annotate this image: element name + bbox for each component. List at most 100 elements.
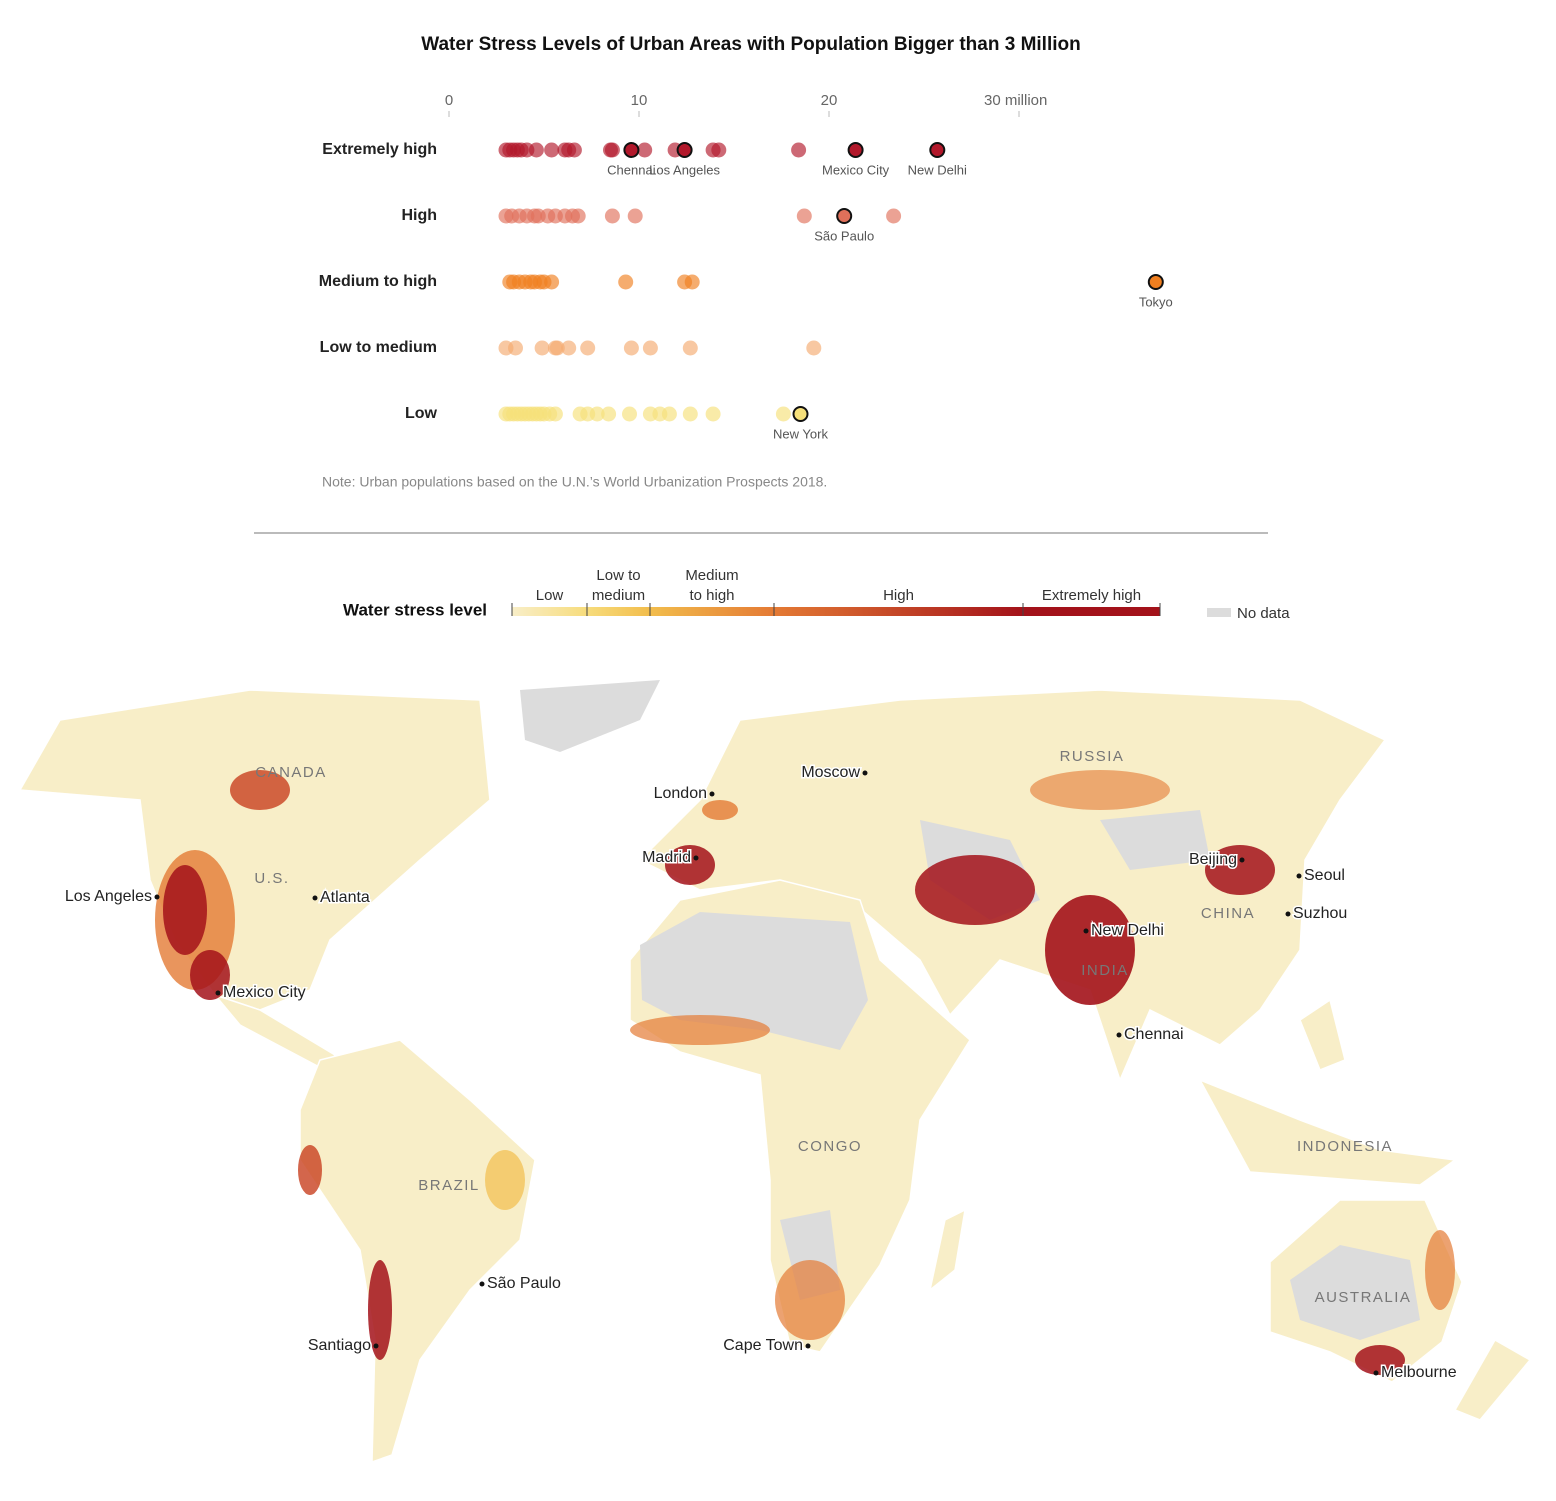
highlight-dot bbox=[792, 406, 809, 422]
city-marker bbox=[1373, 1370, 1379, 1376]
city-dot bbox=[682, 340, 698, 356]
greenland bbox=[520, 680, 660, 752]
legend-label-box: High bbox=[883, 587, 914, 604]
hotspot bbox=[1355, 1345, 1405, 1375]
hotspot bbox=[915, 855, 1035, 925]
city-label: Los Angeles bbox=[649, 162, 720, 177]
city-marker bbox=[373, 1343, 379, 1349]
city-marker bbox=[1285, 911, 1291, 917]
city-label: London bbox=[654, 785, 707, 802]
philippines bbox=[1299, 998, 1346, 1071]
country-label: AUSTRALIA bbox=[1315, 1289, 1412, 1306]
legend-swatch bbox=[650, 607, 774, 616]
legend-label-box: Extremely high bbox=[1041, 587, 1142, 604]
city-label: Tokyo bbox=[1139, 294, 1173, 309]
city-label: New York bbox=[773, 426, 828, 441]
strip-plot: 0 10 20 30 million Extremely high ChennaiLos … bbox=[319, 92, 1173, 441]
city-dot bbox=[604, 208, 620, 224]
category-label: Medium to high bbox=[319, 273, 437, 290]
city-dot bbox=[566, 142, 582, 158]
country-label: CHINA bbox=[1201, 905, 1255, 922]
country-label: BRAZIL bbox=[418, 1177, 480, 1194]
legend-label-box: Low to medium bbox=[592, 567, 645, 604]
city-label: Mexico City bbox=[822, 162, 890, 177]
x-tick-label: 10 bbox=[631, 92, 648, 109]
x-tick-label: 30 million bbox=[984, 92, 1047, 109]
hotspot bbox=[163, 865, 207, 955]
city-dot bbox=[661, 406, 677, 422]
australia-interior bbox=[1290, 1245, 1420, 1340]
city-marker bbox=[693, 855, 699, 861]
hotspot bbox=[775, 1260, 845, 1340]
city-dot bbox=[682, 406, 698, 422]
city-dot bbox=[622, 406, 637, 422]
city-label: Madrid bbox=[642, 849, 691, 866]
city-dot bbox=[711, 142, 727, 158]
city-dot bbox=[561, 340, 577, 356]
highlight-dot bbox=[847, 142, 864, 158]
city-dot bbox=[547, 406, 563, 422]
city-dot bbox=[791, 142, 807, 158]
city-marker bbox=[154, 894, 160, 900]
city-dot bbox=[570, 208, 586, 224]
x-tick-label: 20 bbox=[821, 92, 838, 109]
legend-label-box: Low bbox=[536, 587, 564, 604]
city-dot bbox=[637, 142, 653, 158]
country-label: CONGO bbox=[798, 1138, 862, 1155]
city-label: Chennai bbox=[1124, 1026, 1184, 1043]
city-marker bbox=[479, 1281, 485, 1287]
madagascar bbox=[928, 1208, 966, 1292]
no-data-areas bbox=[520, 680, 1420, 1340]
city-dot bbox=[544, 274, 560, 290]
country-label: RUSSIA bbox=[1060, 748, 1125, 765]
city-dot bbox=[601, 406, 617, 422]
highlight-dot bbox=[836, 208, 853, 224]
highlight-dot bbox=[929, 142, 946, 158]
hotspot bbox=[665, 845, 715, 885]
city-dot bbox=[796, 208, 812, 224]
hotspot bbox=[1205, 845, 1275, 895]
world-map: CANADA U.S. RUSSIA CHINA INDIA BRAZIL CONGO IND… bbox=[18, 680, 1532, 1464]
highlight-dot bbox=[676, 142, 693, 158]
legend-swatch bbox=[512, 607, 587, 616]
legend-label-box: Medium to high bbox=[685, 567, 739, 604]
hotspot bbox=[702, 800, 738, 820]
legend-label: Medium to high bbox=[685, 567, 739, 604]
legend-no-data-swatch bbox=[1207, 608, 1231, 617]
hotspot bbox=[368, 1260, 392, 1360]
chart-title: Water Stress Levels of Urban Areas with … bbox=[421, 34, 1080, 55]
city-label: Chennai bbox=[607, 162, 656, 177]
city-label: New Delhi bbox=[1091, 922, 1164, 939]
category-label: Low to medium bbox=[320, 339, 437, 356]
city-marker bbox=[862, 770, 868, 776]
legend-label: Extremely high bbox=[1041, 587, 1142, 604]
x-tick-label: 0 bbox=[445, 92, 453, 109]
legend: Low Low to medium Medium to high High Extrem… bbox=[511, 567, 1290, 622]
city-dot bbox=[580, 340, 596, 356]
hotspot bbox=[1425, 1230, 1455, 1310]
city-marker bbox=[1239, 857, 1245, 863]
city-marker bbox=[709, 791, 715, 797]
city-dot bbox=[604, 142, 620, 158]
city-label: Los Angeles bbox=[65, 888, 152, 905]
stress-hotspots bbox=[155, 770, 1455, 1375]
city-dot bbox=[705, 406, 721, 422]
city-dot bbox=[642, 340, 658, 356]
city-label: New Delhi bbox=[908, 162, 967, 177]
city-label: Cape Town bbox=[723, 1337, 803, 1354]
city-label: Mexico City bbox=[223, 984, 306, 1001]
city-dot bbox=[544, 142, 560, 158]
note: Note: Urban populations based on the U.N… bbox=[322, 474, 827, 490]
hotspot bbox=[630, 1015, 770, 1045]
city-marker bbox=[215, 990, 221, 996]
city-marker bbox=[312, 895, 318, 901]
legend-swatch bbox=[587, 607, 650, 616]
city-marker bbox=[805, 1343, 811, 1349]
city-dot bbox=[618, 274, 634, 290]
category-label: Low bbox=[405, 405, 438, 422]
city-label: Seoul bbox=[1304, 867, 1345, 884]
category-label: Extremely high bbox=[322, 141, 437, 158]
category-label: High bbox=[401, 207, 437, 224]
city-marker bbox=[1296, 873, 1302, 879]
